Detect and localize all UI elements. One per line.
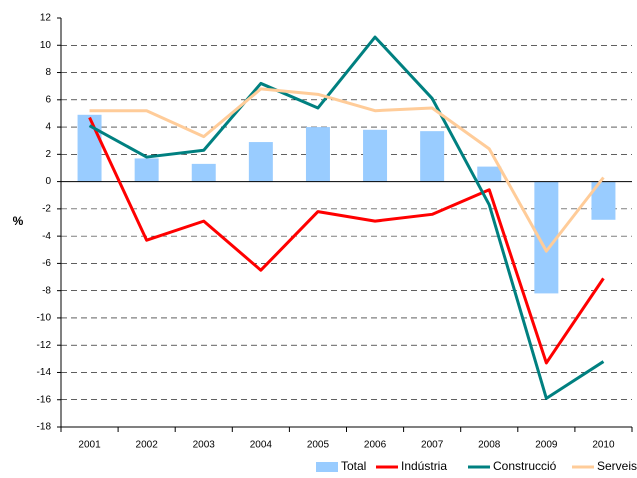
- x-tick-label: 2008: [478, 440, 501, 451]
- bar: [77, 114, 102, 182]
- bar: [477, 166, 502, 182]
- legend-label: Serveis: [597, 459, 637, 473]
- y-tick-label: -12: [37, 340, 52, 351]
- bar: [363, 129, 388, 182]
- legend-swatch: [316, 462, 338, 472]
- y-tick-label: 8: [45, 67, 51, 78]
- bar: [591, 181, 616, 220]
- y-tick-label: 4: [45, 122, 51, 133]
- y-tick-label: 6: [45, 94, 51, 105]
- x-tick-label: 2003: [193, 440, 216, 451]
- y-tick-label: -6: [42, 258, 51, 269]
- line: [88, 116, 605, 365]
- y-tick-label: 0: [45, 176, 51, 187]
- y-tick-label: 2: [45, 149, 51, 160]
- x-tick-label: 2004: [250, 440, 273, 451]
- bar: [420, 131, 445, 182]
- y-tick-label: 10: [40, 40, 52, 51]
- x-tick-label: 2005: [307, 440, 330, 451]
- x-tick-label: 2002: [136, 440, 159, 451]
- line: [88, 35, 605, 400]
- bar: [191, 163, 216, 182]
- x-tick-label: 2007: [421, 440, 444, 451]
- line: [89, 87, 605, 253]
- x-tick-label: 2001: [78, 440, 101, 451]
- x-tick-label: 2010: [592, 440, 615, 451]
- y-tick-label: -2: [42, 204, 51, 215]
- bar: [134, 158, 159, 182]
- y-tick-label: -16: [37, 394, 52, 405]
- y-tick-label: 12: [40, 13, 52, 24]
- legend-label: Total: [341, 459, 366, 473]
- legend-label: Construcció: [493, 459, 557, 473]
- y-tick-label: -18: [37, 422, 52, 433]
- x-tick-label: 2006: [364, 440, 387, 451]
- bar: [305, 127, 330, 182]
- bar: [534, 181, 559, 294]
- bar: [248, 142, 273, 182]
- y-tick-label: -14: [37, 367, 52, 378]
- legend-label: Indústria: [401, 459, 447, 473]
- y-tick-label: -8: [42, 285, 51, 296]
- y-axis-label: %: [13, 214, 24, 228]
- y-tick-label: -10: [37, 313, 52, 324]
- y-tick-label: -4: [42, 231, 51, 242]
- x-tick-label: 2009: [535, 440, 558, 451]
